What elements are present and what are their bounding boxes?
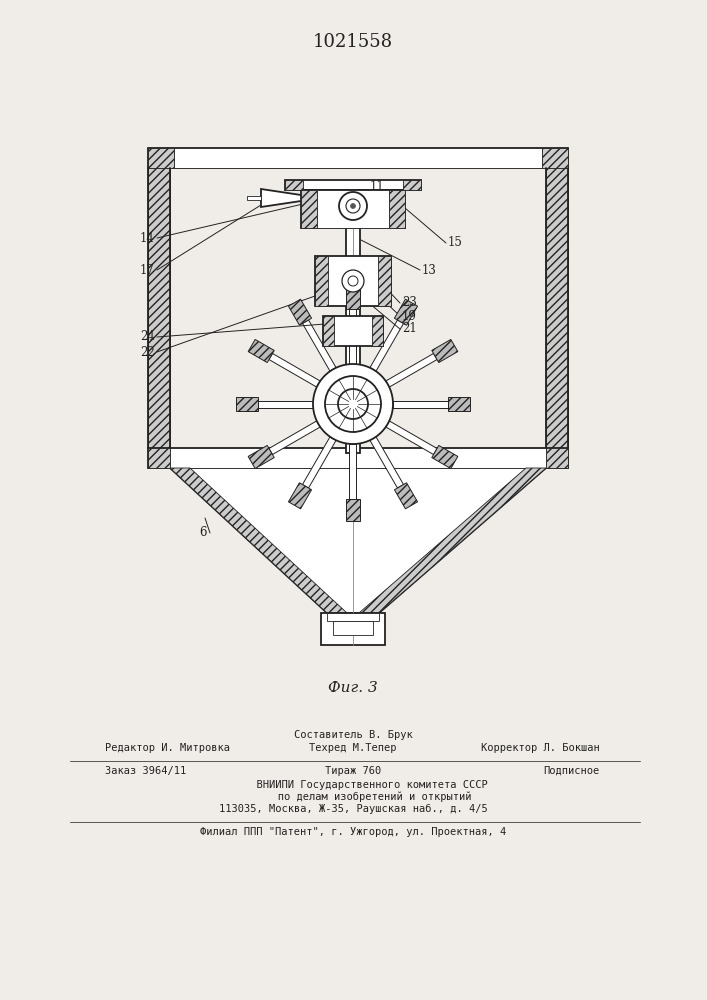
Polygon shape — [170, 468, 347, 613]
Polygon shape — [269, 353, 320, 387]
Text: 6: 6 — [199, 526, 207, 540]
Polygon shape — [386, 421, 437, 455]
Polygon shape — [248, 445, 274, 469]
Text: 17: 17 — [140, 263, 155, 276]
Text: Подписное: Подписное — [544, 766, 600, 776]
Bar — [403, 180, 421, 190]
Bar — [285, 180, 421, 190]
Bar — [323, 316, 383, 346]
Polygon shape — [236, 397, 258, 411]
Bar — [148, 148, 174, 168]
Bar — [317, 190, 389, 228]
Polygon shape — [349, 444, 356, 499]
Polygon shape — [269, 421, 320, 455]
Bar — [247, 196, 261, 200]
Polygon shape — [370, 437, 404, 488]
Bar — [174, 148, 542, 168]
Circle shape — [342, 270, 364, 292]
Text: Составитель В. Брук: Составитель В. Брук — [293, 730, 412, 740]
Bar — [542, 148, 568, 168]
Text: 24: 24 — [140, 330, 155, 344]
Bar — [148, 148, 568, 168]
Polygon shape — [261, 189, 301, 207]
Bar — [333, 621, 373, 635]
Polygon shape — [393, 400, 448, 408]
Text: 15: 15 — [448, 236, 463, 249]
Polygon shape — [248, 339, 274, 363]
Polygon shape — [303, 320, 336, 371]
Text: Техред М.Тепер: Техред М.Тепер — [309, 743, 397, 753]
Bar — [372, 316, 383, 346]
Bar — [346, 228, 360, 453]
Bar — [323, 316, 334, 346]
Bar — [301, 190, 405, 228]
Text: ВНИИПИ Государственного комитета СССР: ВНИИПИ Государственного комитета СССР — [218, 780, 487, 790]
Text: Фиг. 3: Фиг. 3 — [328, 681, 378, 695]
Text: по делам изобретений и открытий: по делам изобретений и открытий — [234, 792, 472, 802]
Bar — [315, 256, 391, 306]
Polygon shape — [303, 437, 336, 488]
Bar — [315, 256, 328, 306]
Text: 23: 23 — [402, 296, 417, 310]
Polygon shape — [288, 299, 312, 325]
Text: Корректор Л. Бокшан: Корректор Л. Бокшан — [481, 743, 600, 753]
Circle shape — [338, 389, 368, 419]
Polygon shape — [359, 468, 546, 613]
Bar — [148, 448, 568, 468]
Bar — [148, 448, 170, 468]
Polygon shape — [349, 309, 356, 364]
Polygon shape — [170, 468, 546, 613]
Text: Тираж 760: Тираж 760 — [325, 766, 381, 776]
Text: 19: 19 — [402, 310, 417, 322]
Text: Филиал ППП "Патент", г. Ужгород, ул. Проектная, 4: Филиал ППП "Патент", г. Ужгород, ул. Про… — [200, 827, 506, 837]
Circle shape — [346, 199, 360, 213]
Polygon shape — [432, 339, 458, 363]
Text: Заказ 3964/11: Заказ 3964/11 — [105, 766, 186, 776]
Circle shape — [325, 376, 381, 432]
Polygon shape — [346, 499, 360, 521]
Text: 21: 21 — [402, 322, 416, 336]
Bar — [389, 190, 405, 228]
Polygon shape — [258, 400, 313, 408]
Polygon shape — [288, 483, 312, 509]
Polygon shape — [346, 287, 360, 309]
Text: 22: 22 — [140, 346, 155, 359]
Bar — [285, 180, 303, 190]
Text: 13: 13 — [422, 263, 437, 276]
Polygon shape — [370, 320, 404, 371]
Bar — [148, 168, 170, 448]
Polygon shape — [395, 299, 418, 325]
Bar — [170, 448, 546, 468]
Text: Редактор И. Митровка: Редактор И. Митровка — [105, 743, 230, 753]
Bar — [301, 190, 317, 228]
Polygon shape — [448, 397, 470, 411]
Bar — [327, 613, 379, 621]
Circle shape — [351, 204, 356, 209]
Text: 113035, Москва, Ж-35, Раушская наб., д. 4/5: 113035, Москва, Ж-35, Раушская наб., д. … — [218, 804, 487, 814]
Polygon shape — [395, 483, 418, 509]
Bar — [321, 613, 385, 645]
Bar — [546, 448, 568, 468]
Text: 14: 14 — [140, 232, 155, 244]
Polygon shape — [386, 353, 437, 387]
Bar — [378, 256, 391, 306]
Bar — [546, 168, 568, 448]
Polygon shape — [432, 445, 458, 469]
Circle shape — [339, 192, 367, 220]
Text: 1021558: 1021558 — [313, 33, 393, 51]
Circle shape — [348, 276, 358, 286]
Circle shape — [313, 364, 393, 444]
Text: 11: 11 — [370, 180, 385, 192]
